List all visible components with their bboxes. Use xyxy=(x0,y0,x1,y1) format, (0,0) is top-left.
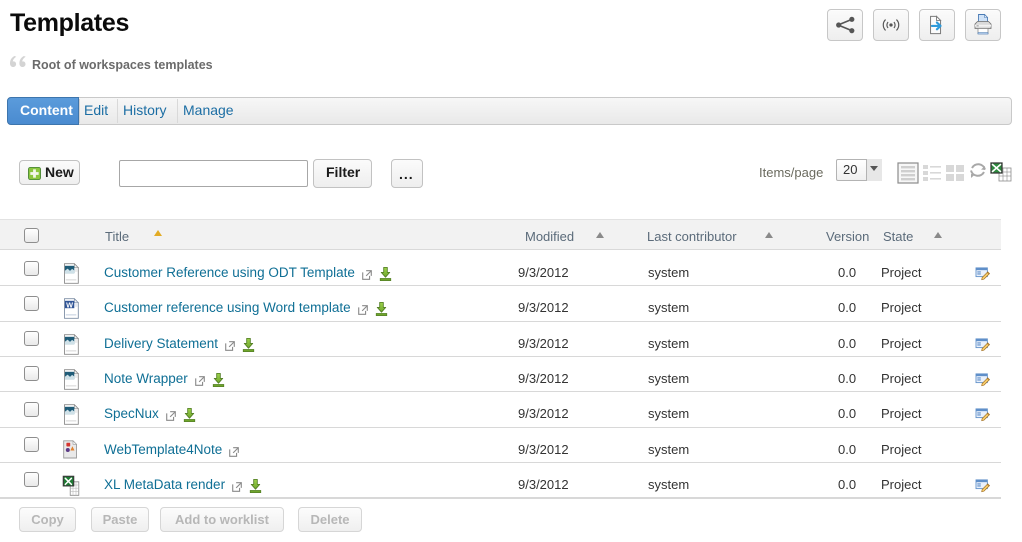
svg-text:W: W xyxy=(66,301,73,310)
